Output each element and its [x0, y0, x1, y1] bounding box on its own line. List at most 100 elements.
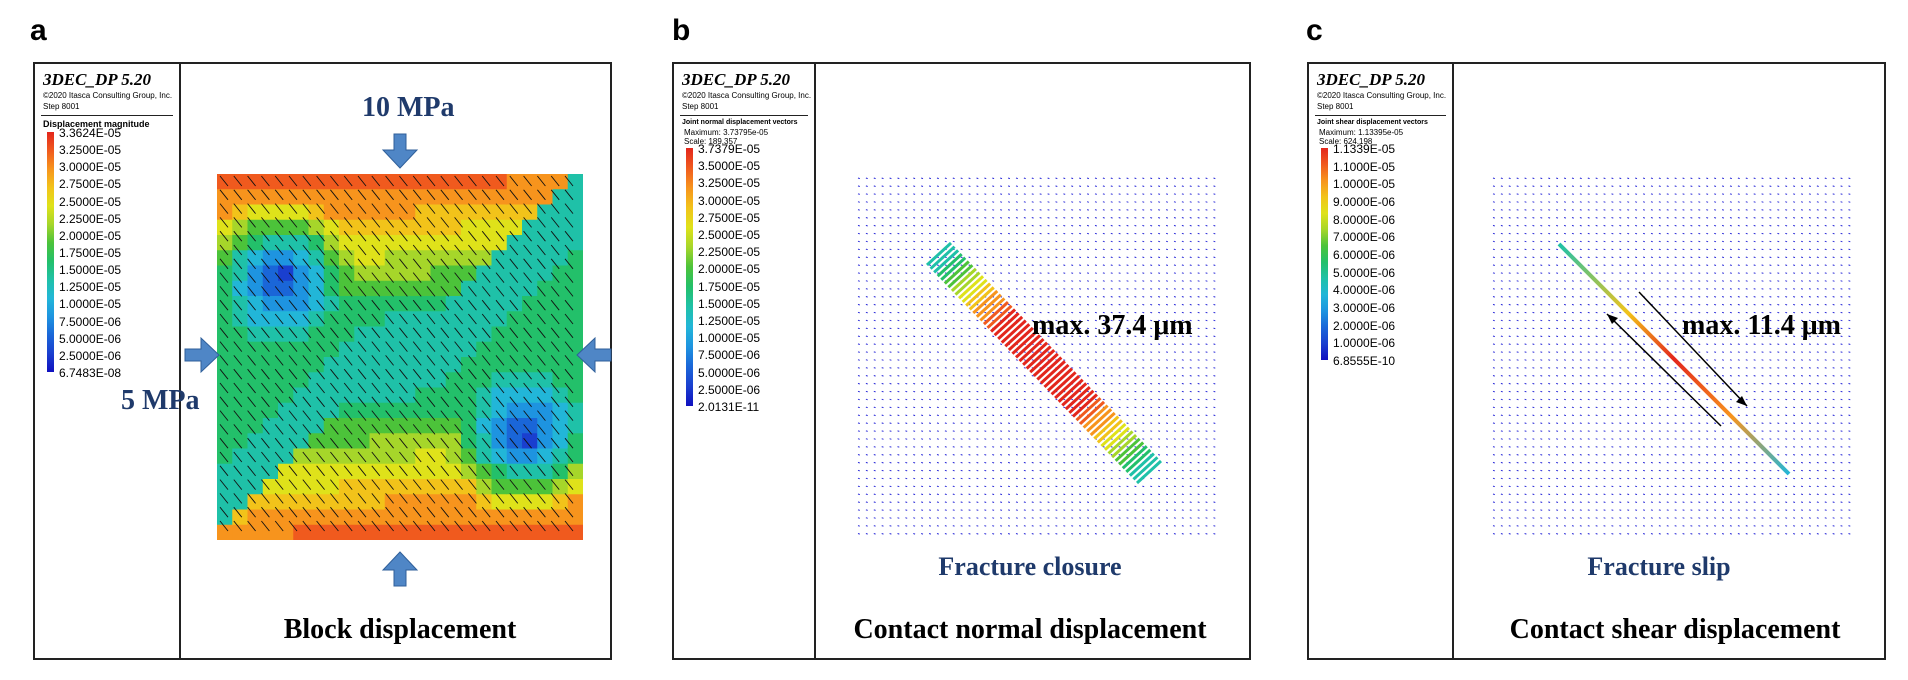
vector-mark [1094, 343, 1097, 345]
vector-mark [523, 520, 532, 532]
contour-cell [308, 357, 325, 373]
vector-mark [944, 533, 947, 535]
vector-mark [316, 299, 325, 311]
vector-mark [992, 272, 995, 274]
vector-mark [509, 203, 519, 214]
vector-mark [857, 209, 860, 211]
vector-mark [564, 203, 574, 214]
closure-vector [968, 286, 995, 311]
vector-mark [247, 230, 256, 242]
vector-mark [1587, 256, 1590, 259]
vector-mark [944, 461, 947, 464]
vector-mark [1158, 422, 1161, 424]
closure-vector [950, 267, 977, 292]
vector-mark [1571, 201, 1574, 203]
vector-mark [1635, 264, 1638, 266]
vector-mark [1110, 319, 1113, 322]
vector-mark [1110, 288, 1113, 290]
vector-mark [865, 296, 868, 298]
vector-mark [1205, 303, 1208, 306]
vector-mark [928, 272, 932, 274]
vector-mark [1102, 201, 1105, 203]
closure-vector [940, 256, 967, 281]
contour-cell [461, 479, 477, 495]
vector-mark [1579, 533, 1582, 535]
vector-mark [1079, 296, 1082, 298]
vector-mark [936, 390, 939, 393]
vector-mark [1031, 533, 1034, 535]
vector-mark [1007, 248, 1011, 251]
vector-mark [1579, 477, 1582, 480]
vector-mark [1556, 454, 1559, 456]
vector-mark [481, 410, 491, 421]
vector-mark [1674, 311, 1677, 314]
vector-mark [247, 258, 256, 270]
vector-mark [1650, 177, 1653, 180]
vector-mark [1094, 525, 1097, 527]
vector-mark [889, 517, 892, 519]
vector-mark [1039, 185, 1042, 187]
vector-mark [976, 517, 979, 519]
legend-b: 3DEC_DP 5.20 ©2020 Itasca Consulting Gro… [674, 64, 816, 658]
vector-mark [1126, 390, 1129, 393]
vector-mark [1047, 509, 1050, 511]
vector-mark [1165, 414, 1169, 417]
vector-mark [1563, 359, 1567, 361]
vector-mark [992, 509, 995, 511]
vector-mark [1650, 533, 1653, 535]
vector-mark [288, 286, 298, 297]
vector-mark [1189, 296, 1192, 298]
vector-mark [537, 175, 546, 187]
vector-mark [357, 382, 367, 394]
vector-mark [1039, 232, 1042, 235]
vector-mark [1102, 327, 1105, 330]
vector-mark [1000, 446, 1003, 448]
vector-mark [1674, 525, 1677, 527]
contour-cell [491, 433, 508, 450]
vector-mark [1500, 390, 1503, 393]
vector-mark [865, 398, 868, 401]
vector-mark [1650, 351, 1653, 353]
vector-mark [1674, 185, 1677, 187]
vector-mark [952, 209, 955, 211]
contour-cell [476, 402, 493, 419]
vector-mark [1690, 517, 1693, 519]
vector-mark [357, 327, 367, 339]
vector-mark [1579, 327, 1582, 330]
vector-mark [1134, 375, 1137, 377]
contour-cell [430, 524, 447, 540]
vector-mark [1690, 454, 1693, 456]
vector-mark [1650, 264, 1653, 266]
vector-mark [960, 454, 963, 456]
vector-mark [357, 493, 367, 504]
vector-mark [992, 256, 995, 259]
vector-mark [984, 264, 987, 266]
vector-mark [889, 272, 892, 274]
vector-mark [928, 280, 932, 282]
vector-mark [1173, 224, 1176, 227]
vector-mark [261, 506, 270, 518]
vector-mark [865, 454, 868, 456]
vector-mark [454, 189, 463, 201]
vector-mark [1548, 351, 1551, 353]
contour-cell [522, 494, 538, 511]
vector-mark [302, 244, 312, 256]
vector-mark [1619, 248, 1622, 251]
vector-mark [274, 189, 284, 201]
contour-cell [506, 341, 523, 358]
vector-mark [523, 258, 532, 270]
caption-a: Block displacement [283, 614, 517, 645]
vector-mark [1181, 438, 1184, 440]
vector-mark [1492, 509, 1495, 511]
vector-mark [865, 327, 868, 330]
vector-mark [385, 203, 394, 214]
vector-mark [1595, 240, 1598, 243]
vector-mark [1205, 477, 1208, 480]
vector-mark [1126, 327, 1129, 330]
vector-mark [928, 193, 932, 195]
contour-cell [339, 265, 355, 282]
vector-mark [1205, 335, 1208, 338]
vector-mark [1627, 209, 1630, 211]
vector-mark [1556, 485, 1559, 488]
vector-mark [976, 232, 979, 235]
